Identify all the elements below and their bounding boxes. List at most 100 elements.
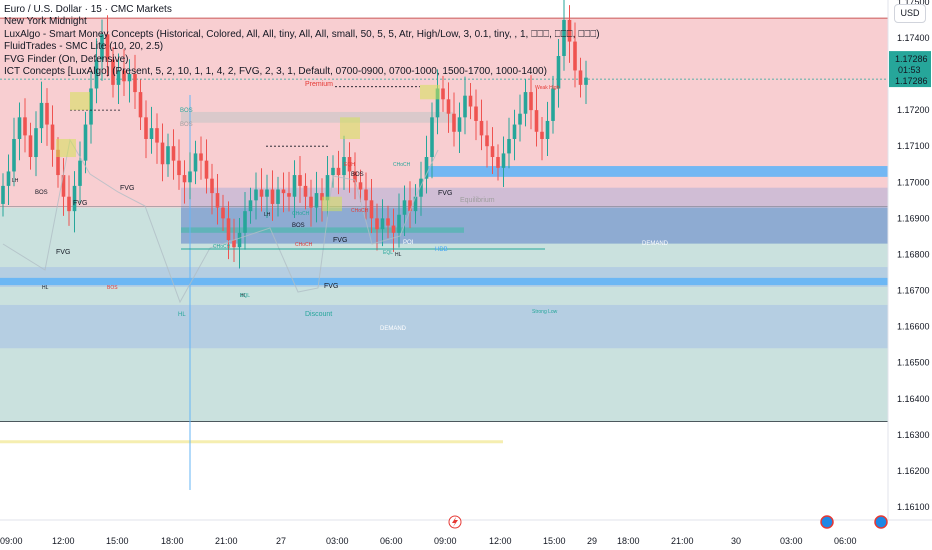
- annotation-label: FVG: [324, 283, 338, 290]
- candle: [402, 185, 407, 237]
- candle: [45, 88, 49, 146]
- x-tick-label: 12:00: [52, 536, 75, 546]
- candle-body: [474, 106, 478, 121]
- candle: [446, 82, 451, 133]
- candle-body: [446, 99, 451, 114]
- fvg-box: [322, 196, 342, 212]
- candle-body: [155, 128, 159, 143]
- candle: [138, 79, 143, 130]
- candle-body: [177, 160, 181, 176]
- candle-body: [34, 128, 38, 158]
- equilibrium-band: [181, 111, 453, 123]
- annotation-label: FVG: [120, 185, 134, 192]
- y-tick-label: 1.16500: [897, 358, 930, 368]
- lightning-icon-glyph: [452, 517, 458, 527]
- candle-body: [287, 193, 291, 197]
- fvg-box: [340, 117, 360, 139]
- candle-body: [391, 225, 396, 233]
- indicator-line-4[interactable]: FVG Finder (On, Defensive): [4, 53, 129, 65]
- candle-body: [83, 124, 88, 161]
- candle: [105, 15, 110, 77]
- candle-body: [578, 70, 583, 85]
- candle-body: [160, 142, 165, 165]
- candle: [353, 152, 357, 200]
- candle: [265, 174, 269, 218]
- candle: [221, 194, 225, 231]
- candle-body: [375, 218, 379, 230]
- candle: [474, 89, 478, 141]
- x-tick-label: 15:00: [106, 536, 129, 546]
- candle-body: [221, 207, 225, 219]
- event-flag-icon: [874, 515, 888, 529]
- candle: [83, 111, 88, 174]
- candle-body: [265, 189, 269, 197]
- candle: [479, 99, 484, 151]
- candle: [133, 54, 137, 110]
- candle: [501, 136, 506, 187]
- candle: [78, 141, 82, 203]
- candle-body: [89, 88, 93, 125]
- purple-block: [181, 187, 888, 208]
- candle: [171, 129, 176, 180]
- annotation-label: BOS: [35, 190, 48, 196]
- candle-body: [254, 189, 258, 201]
- y-tick-label: 1.17100: [897, 141, 930, 151]
- candle: [386, 205, 390, 239]
- x-tick-label: 30: [731, 536, 741, 546]
- candle: [567, 5, 572, 63]
- candle: [391, 208, 396, 252]
- candle-body: [419, 178, 423, 197]
- candle-body: [364, 189, 368, 201]
- candle-body: [496, 157, 500, 168]
- annotation-label: LH: [264, 212, 271, 218]
- indicator-line-3[interactable]: FluidTrades - SMC Lite (10, 20, 2.5): [4, 41, 164, 53]
- y-tick-label: 1.16800: [897, 249, 930, 259]
- candle-body: [501, 153, 506, 168]
- candle-body: [380, 218, 385, 230]
- y-tick-label: 1.17000: [897, 177, 930, 187]
- annotation-label: HL: [178, 312, 186, 318]
- candle: [28, 122, 33, 170]
- candle-body: [479, 120, 484, 136]
- candle-body: [116, 70, 121, 85]
- candle-body: [331, 167, 335, 176]
- candle: [584, 60, 588, 104]
- indicator-line-5[interactable]: ICT Concepts [LuxAlgo] (Present, 5, 2, 1…: [4, 66, 547, 78]
- candle: [562, 0, 566, 71]
- candle: [199, 136, 203, 180]
- candle: [89, 71, 93, 144]
- candle-body: [215, 193, 220, 208]
- candle: [413, 184, 418, 224]
- candle-body: [78, 160, 82, 186]
- candle-body: [292, 175, 297, 197]
- candle-body: [518, 113, 522, 125]
- indicator-line-2[interactable]: LuxAlgo - Smart Money Concepts (Historic…: [4, 28, 600, 40]
- candle-body: [413, 196, 418, 212]
- x-tick-label: 27: [276, 536, 286, 546]
- candle: [298, 155, 302, 203]
- candle-body: [248, 200, 253, 212]
- y-tick-label: 1.16700: [897, 286, 930, 296]
- candle-body: [237, 232, 242, 248]
- candle: [336, 150, 341, 195]
- fvg-box: [420, 84, 440, 100]
- candle: [342, 135, 346, 190]
- candle-body: [6, 171, 11, 186]
- candle: [309, 179, 313, 227]
- candle: [127, 59, 132, 103]
- candle: [243, 192, 247, 250]
- annotation-label: HL: [395, 252, 402, 258]
- price-badge: [889, 51, 931, 88]
- candle: [100, 19, 104, 81]
- indicator-line-1[interactable]: New York Midnight: [4, 16, 87, 28]
- y-tick-label: 1.16400: [897, 394, 930, 404]
- candle-body: [309, 196, 313, 208]
- currency-button[interactable]: USD: [894, 4, 926, 23]
- candle: [331, 155, 335, 188]
- price-badge-price: 1.17286: [895, 54, 928, 64]
- x-tick-label: 06:00: [380, 536, 403, 546]
- chart-title[interactable]: Euro / U.S. Dollar · 15 · CMC Markets: [4, 4, 172, 15]
- x-tick-label: 03:00: [326, 536, 349, 546]
- candle-body: [193, 153, 198, 172]
